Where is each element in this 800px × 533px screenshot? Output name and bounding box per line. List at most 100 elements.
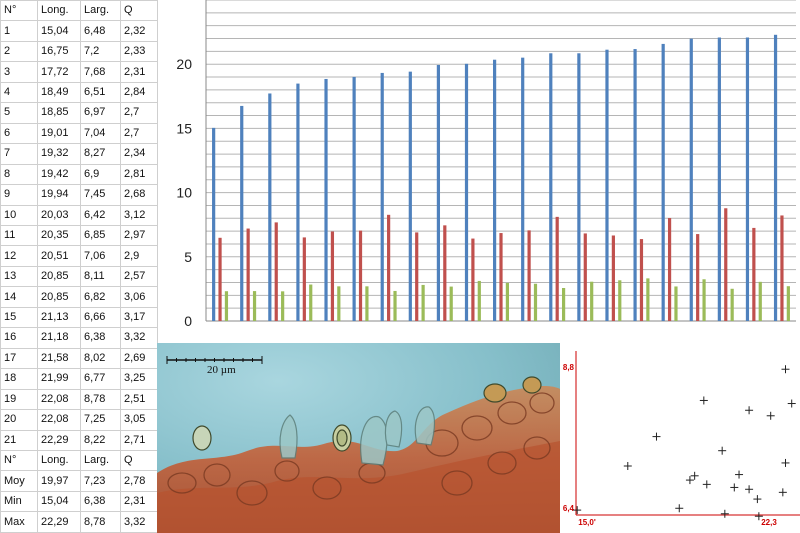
table-row: 5 18,85 6,97 2,7: [0, 102, 158, 124]
spore-dimensions-bar-chart: 0 5 10 15 20: [176, 0, 796, 329]
scatter-point: [573, 506, 582, 515]
table-cell: 19: [0, 388, 38, 411]
table-cell: 6,38: [80, 327, 121, 349]
y-tick-label: 0: [184, 313, 192, 329]
table-cell: 20: [0, 409, 38, 431]
table-row: 12 20,51 7,06 2,9: [0, 245, 158, 267]
bar-series1-7: [380, 72, 384, 321]
table-cell: 2,97: [120, 224, 158, 247]
table-cell: 8,02: [80, 347, 121, 370]
table-cell: 20,51: [37, 245, 81, 267]
bar-series2-5: [330, 231, 335, 321]
table-cell: 6,51: [80, 81, 121, 104]
table-cell: 3,12: [120, 204, 158, 226]
bar-series1-16: [633, 49, 637, 322]
table-cell: 10: [0, 204, 38, 226]
bar-series2-4: [302, 237, 306, 321]
table-cell: 21,18: [37, 327, 81, 349]
table-cell: 4: [0, 81, 38, 104]
scatter-point: [675, 504, 684, 513]
table-cell: 11: [0, 224, 38, 247]
table-row: 1 15,04 6,48 2,32: [0, 20, 158, 42]
table-cell: Larg.: [80, 0, 121, 22]
table-row: 18 21,99 6,77 3,25: [0, 368, 158, 390]
bar-series2-20: [752, 227, 756, 321]
table-cell: 8,27: [80, 143, 121, 165]
scatter-point: [766, 411, 775, 420]
table-cell: 7,45: [80, 184, 121, 206]
scatter-point: [745, 406, 754, 415]
bar-series3-15: [618, 280, 622, 321]
table-cell: 6,82: [80, 286, 121, 308]
table-row: 21 22,29 8,22 2,71: [0, 429, 158, 451]
table-cell: 19,97: [37, 470, 81, 492]
bar-series3-17: [674, 286, 678, 321]
table-cell: 6,48: [80, 20, 121, 42]
bar-series1-9: [436, 64, 441, 321]
bar-series3-2: [252, 291, 257, 321]
bar-series1-17: [661, 43, 665, 321]
length-width-scatter-plot: 8,8 6,415,0' 22,3: [560, 343, 800, 533]
table-cell: 18,85: [37, 102, 81, 124]
scatter-point: [735, 470, 744, 479]
bar-series2-7: [387, 214, 391, 321]
bar-series1-10: [464, 63, 469, 322]
bar-series1-13: [549, 53, 553, 321]
bar-series1-4: [296, 83, 300, 321]
table-cell: 20,03: [37, 204, 81, 226]
table-cell: 2,7: [120, 122, 158, 145]
bar-series1-18: [689, 38, 693, 321]
table-cell: 17: [0, 347, 38, 370]
scatter-point: [720, 509, 729, 518]
table-row: 3 17,72 7,68 2,31: [0, 61, 158, 83]
scatter-point: [685, 476, 694, 485]
bar-series3-11: [505, 282, 509, 321]
table-row: 8 19,42 6,9 2,81: [0, 163, 158, 186]
table-cell: 8,11: [80, 265, 121, 288]
y-tick-label: 5: [184, 249, 192, 265]
scatter-point: [778, 488, 787, 497]
table-cell: 2,51: [120, 388, 158, 411]
table-cell: 19,94: [37, 184, 81, 206]
table-cell: Q: [120, 449, 158, 472]
table-cell: 13: [0, 265, 38, 288]
scatter-point: [781, 365, 790, 374]
summary-row: Moy 19,97 7,23 2,78: [0, 470, 158, 492]
table-cell: 19,01: [37, 122, 81, 145]
table-row: 11 20,35 6,85 2,97: [0, 224, 158, 247]
table-cell: 15,04: [37, 490, 81, 513]
scatter-point: [690, 471, 699, 480]
table-cell: 20,85: [37, 265, 81, 288]
bar-series2-16: [639, 239, 644, 321]
table-cell: 2,68: [120, 184, 158, 206]
table-row: 16 21,18 6,38 3,32: [0, 327, 158, 349]
bar-series1-15: [605, 49, 609, 322]
table-cell: 3,17: [120, 306, 158, 329]
table-row: 14 20,85 6,82 3,06: [0, 286, 158, 308]
bar-series2-14: [583, 233, 587, 321]
bar-series3-19: [730, 288, 734, 321]
table-cell: 3,32: [120, 511, 158, 533]
table-cell: 8,78: [80, 511, 121, 533]
table-cell: 7,23: [80, 470, 121, 492]
bar-series3-1: [224, 291, 229, 321]
bar-series1-6: [352, 76, 356, 322]
bar-series3-16: [646, 278, 650, 321]
bar-series2-21: [780, 215, 784, 321]
scatter-axis-label: 22,3: [761, 518, 777, 527]
table-cell: 6: [0, 122, 38, 145]
bar-series1-11: [493, 59, 497, 322]
bar-series3-12: [533, 283, 538, 321]
scatter-point: [702, 480, 711, 489]
bar-series1-2: [240, 105, 244, 322]
bar-series3-3: [281, 291, 285, 321]
bar-series2-15: [611, 235, 615, 321]
scale-bar: 20 µm: [166, 356, 263, 376]
bar-series1-20: [745, 37, 750, 322]
table-cell: 9: [0, 184, 38, 206]
table-cell: 21,13: [37, 306, 81, 329]
scatter-axis-label: 8,8: [563, 363, 575, 372]
table-cell: Min: [0, 490, 38, 513]
table-cell: 5: [0, 102, 38, 124]
bar-series3-21: [786, 286, 790, 321]
